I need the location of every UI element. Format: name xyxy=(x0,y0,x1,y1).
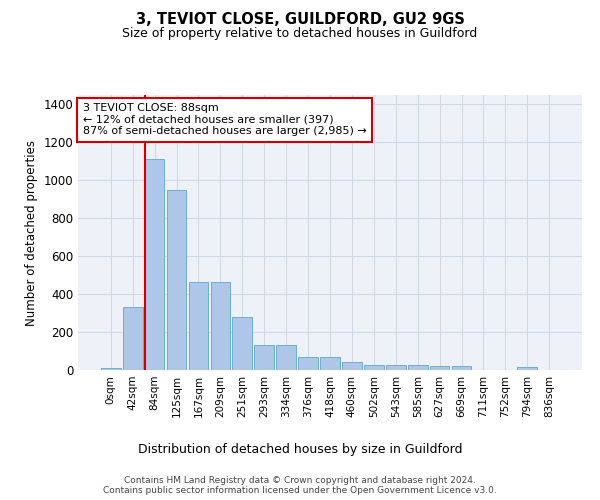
Bar xyxy=(254,346,274,370)
Bar xyxy=(430,366,449,370)
Bar xyxy=(123,308,143,370)
Bar xyxy=(452,366,472,370)
Bar xyxy=(386,366,406,370)
Bar xyxy=(188,282,208,370)
Bar xyxy=(342,362,362,370)
Text: Contains HM Land Registry data © Crown copyright and database right 2024.
Contai: Contains HM Land Registry data © Crown c… xyxy=(103,476,497,495)
Text: Size of property relative to detached houses in Guildford: Size of property relative to detached ho… xyxy=(122,28,478,40)
Bar xyxy=(145,160,164,370)
Bar xyxy=(320,356,340,370)
Bar xyxy=(408,366,428,370)
Bar xyxy=(276,346,296,370)
Bar xyxy=(298,356,318,370)
Bar xyxy=(167,190,187,370)
Bar xyxy=(211,282,230,370)
Bar xyxy=(517,367,537,370)
Bar xyxy=(101,368,121,370)
Bar xyxy=(232,317,252,370)
Text: 3 TEVIOT CLOSE: 88sqm
← 12% of detached houses are smaller (397)
87% of semi-det: 3 TEVIOT CLOSE: 88sqm ← 12% of detached … xyxy=(83,104,367,136)
Text: Distribution of detached houses by size in Guildford: Distribution of detached houses by size … xyxy=(138,442,462,456)
Bar xyxy=(364,366,384,370)
Text: 3, TEVIOT CLOSE, GUILDFORD, GU2 9GS: 3, TEVIOT CLOSE, GUILDFORD, GU2 9GS xyxy=(136,12,464,28)
Y-axis label: Number of detached properties: Number of detached properties xyxy=(25,140,38,326)
